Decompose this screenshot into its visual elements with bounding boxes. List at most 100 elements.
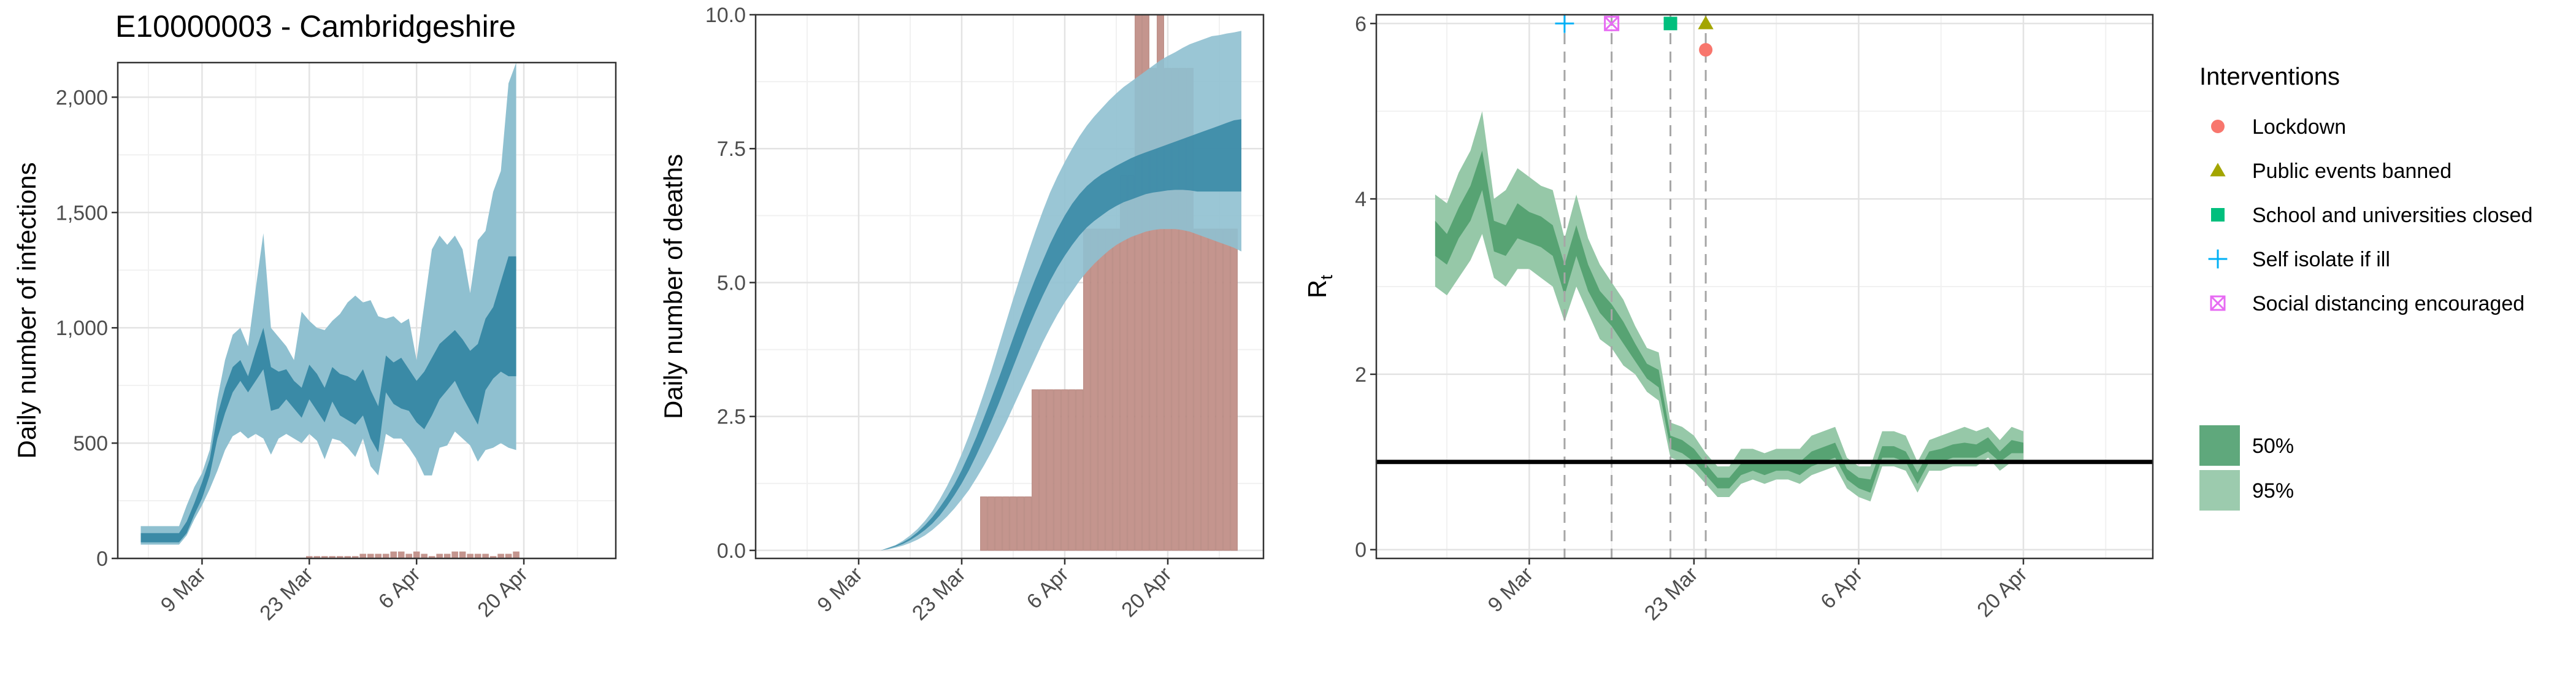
marker-lockdown-icon — [2211, 120, 2225, 133]
deaths-y-tick-label: 0.0 — [717, 539, 746, 563]
infections-death-bar — [505, 554, 512, 558]
deaths-y-tick-label: 2.5 — [717, 406, 746, 429]
infections-death-bar — [313, 556, 321, 558]
legend-item-social-distancing-encouraged: Social distancing encouraged — [2210, 292, 2524, 315]
marker-school-and-universities-closed-icon — [2211, 208, 2225, 222]
public-events-triangle-icon — [2210, 163, 2226, 177]
infections-death-bar — [428, 556, 435, 558]
deaths-x-tick-label: 9 Mar — [813, 563, 867, 617]
infections-death-bar — [390, 551, 397, 558]
ci-legend-label: 95% — [2252, 479, 2294, 503]
legend-item-label: School and universities closed — [2252, 204, 2532, 227]
public-events-triangle-icon — [1698, 15, 1714, 29]
deaths-y-tick-label: 5.0 — [717, 271, 746, 295]
deaths-band-50 — [800, 119, 1241, 550]
infections-y-tick-label: 1,000 — [56, 317, 108, 340]
infections-death-bar — [405, 554, 413, 558]
deaths-bar — [1091, 228, 1098, 551]
infections-x-tick-label: 6 Apr — [374, 563, 425, 614]
deaths-panel: 0.0 2.5 5.0 7.5 10.0 9 Mar 23 Mar 6 Apr 20 Apr D… — [659, 4, 1265, 625]
ci-legend-item-95: 95% — [2199, 470, 2294, 511]
rt-y-tick-label: 6 — [1355, 12, 1367, 36]
deaths-x-tick-label: 20 Apr — [1117, 563, 1176, 622]
infections-y-axis-label: Daily number of infections — [12, 162, 41, 458]
rt-y-axis-label-subscript: t — [1317, 275, 1336, 280]
social-distancing-box — [1604, 15, 1620, 31]
deaths-x-tick-label: 6 Apr — [1022, 563, 1073, 614]
infections-y-tick-label: 500 — [73, 432, 108, 455]
legend-item-label: Self isolate if ill — [2252, 248, 2390, 271]
legend-item-label: Social distancing encouraged — [2252, 292, 2524, 315]
deaths-bar — [1216, 228, 1223, 551]
infections-death-bar — [397, 551, 405, 558]
deaths-bar — [1046, 389, 1054, 551]
marker-public-events-banned-icon — [1698, 15, 1714, 29]
infections-death-bar — [359, 554, 367, 558]
ci-legend-label: 50% — [2252, 434, 2294, 458]
deaths-bar — [1105, 228, 1113, 551]
infections-death-bar — [421, 554, 428, 558]
ci-legend-swatch — [2199, 470, 2240, 511]
deaths-bar — [1201, 228, 1208, 551]
marker-self-isolate-if-ill-icon — [1555, 14, 1574, 33]
rt-plot-frame — [1375, 14, 2154, 560]
infections-death-bar — [459, 551, 466, 558]
infections-death-bar — [467, 554, 473, 558]
interventions-legend: Interventions Lockdown Public events bann… — [2199, 63, 2532, 315]
infections-death-bar — [329, 556, 336, 558]
legend-item-label: Public events banned — [2252, 160, 2451, 183]
deaths-bar — [1113, 228, 1120, 551]
deaths-plot-frame — [754, 14, 1265, 560]
deaths-y-tick-label: 7.5 — [717, 137, 746, 161]
infections-x-tick-label: 9 Mar — [156, 563, 210, 617]
infections-death-bar — [451, 551, 458, 558]
social-distancing-x2 — [2210, 295, 2226, 311]
rt-x-tick-label: 23 Mar — [1640, 563, 1703, 625]
infections-death-bar — [443, 554, 451, 558]
rt-x-tick-label: 6 Apr — [1816, 563, 1867, 614]
infections-death-bar — [382, 554, 389, 558]
deaths-bar — [1223, 228, 1230, 551]
lockdown-circle-icon — [1699, 43, 1713, 57]
infections-death-bars — [305, 551, 519, 558]
deaths-y-axis-label: Daily number of deaths — [659, 154, 688, 419]
infections-y-tick-label: 1,500 — [56, 201, 108, 225]
infections-death-bar — [513, 551, 519, 558]
deaths-y-tick-label: 10.0 — [705, 4, 746, 27]
schools-square-icon — [1663, 17, 1677, 31]
schools-square-icon — [2211, 208, 2225, 222]
rt-y-axis-label: Rt — [1303, 275, 1336, 298]
infections-panel: 0 500 1,000 1,500 2,000 9 Mar 23 Mar 6 Apr 20 Ap… — [12, 61, 617, 625]
infections-x-tick-label: 20 Apr — [473, 563, 532, 622]
ci-legend: 50% 95% — [2199, 425, 2294, 511]
deaths-bar — [1068, 389, 1076, 551]
ci-legend-item-50: 50% — [2199, 425, 2294, 466]
marker-public-events-banned-icon — [2210, 163, 2226, 177]
infections-death-bar — [413, 551, 420, 558]
social-distancing-box — [2210, 295, 2226, 311]
deaths-bar — [1098, 228, 1105, 551]
infections-death-bar — [305, 556, 313, 558]
deaths-bar — [1010, 496, 1017, 551]
legend-item-lockdown: Lockdown — [2211, 115, 2346, 139]
legend-item-self-isolate-if-ill: Self isolate if ill — [2208, 248, 2390, 271]
interventions-legend-title: Interventions — [2199, 63, 2340, 90]
chart-title: E10000003 - Cambridgeshire — [115, 9, 516, 44]
deaths-bar — [1039, 389, 1046, 551]
ci-legend-swatch — [2199, 425, 2240, 466]
infections-death-bar — [344, 556, 351, 558]
infections-death-bar — [336, 556, 343, 558]
rt-y-tick-label: 2 — [1355, 363, 1367, 387]
infections-bands — [140, 63, 516, 545]
deaths-bar — [1061, 389, 1068, 551]
deaths-bar — [987, 496, 995, 551]
infections-death-bar — [321, 556, 328, 558]
infections-death-bar — [489, 556, 497, 558]
deaths-bar — [1208, 228, 1216, 551]
deaths-bar — [995, 496, 1002, 551]
deaths-x-tick-label: 23 Mar — [908, 563, 970, 625]
infections-x-tick-label: 23 Mar — [255, 563, 318, 625]
deaths-bar — [1002, 496, 1010, 551]
legend-item-public-events-banned: Public events banned — [2210, 160, 2451, 183]
